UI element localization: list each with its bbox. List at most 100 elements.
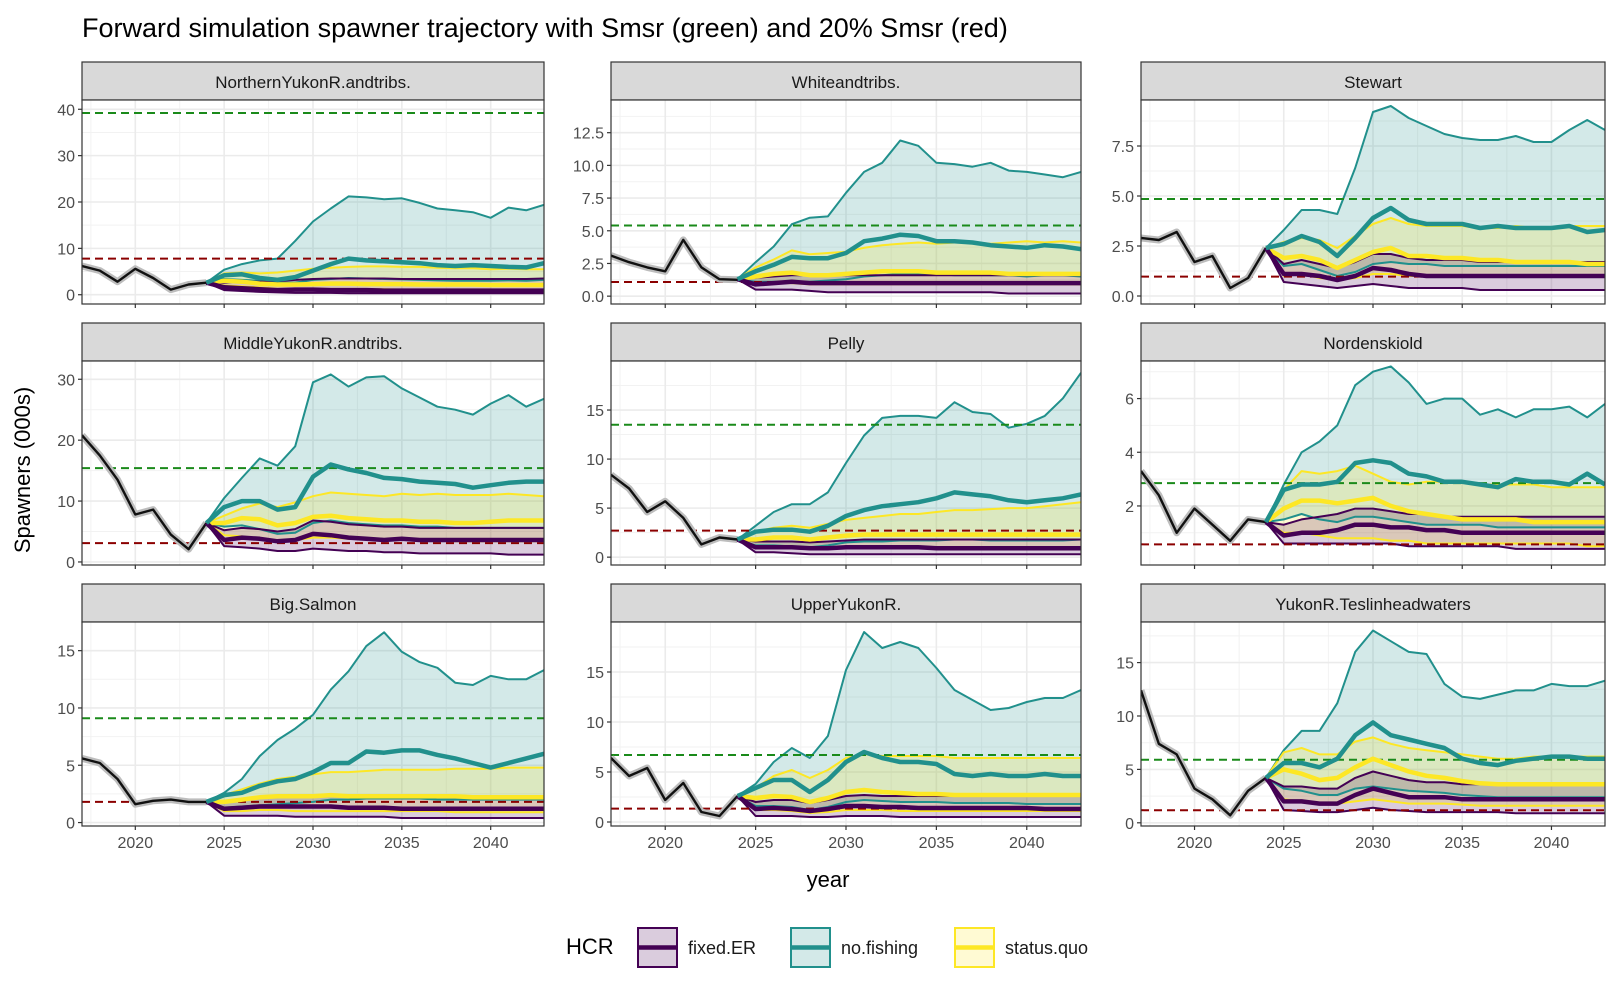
y-tick-label: 15: [586, 403, 604, 420]
bound-lower-fixed.ER: [1265, 247, 1605, 291]
y-tick-label: 0.0: [582, 289, 604, 306]
bound-lower-fixed.ER: [736, 538, 1081, 556]
x-axis-label: year: [807, 867, 850, 892]
y-tick-label: 10: [586, 715, 604, 732]
ribbon-no.fishing: [737, 372, 1081, 548]
median-fixed.ER: [1264, 776, 1605, 806]
median-status.quo: [206, 513, 544, 528]
median-status.quo: [206, 278, 544, 288]
y-tick-label: 2.5: [1112, 239, 1134, 256]
observed-line: [611, 757, 739, 818]
ribbon-status.quo: [1265, 737, 1605, 806]
ribbon-no.fishing: [1265, 106, 1605, 276]
x-tick-label: 2025: [206, 835, 242, 852]
facet-label: UpperYukonR.: [791, 595, 902, 614]
y-tick-label: 10: [586, 452, 604, 469]
bound-upper-status.quo: [736, 240, 1081, 281]
x-tick-label: 2035: [919, 835, 955, 852]
legend-entry-status.quo: status.quo: [954, 927, 1088, 968]
bound-upper-no.fishing: [205, 631, 544, 803]
y-tick-label: 0: [66, 816, 75, 833]
y-tick-label: 0.0: [1112, 289, 1134, 306]
observed-line: [82, 757, 207, 806]
median-fixed.ER: [736, 794, 1081, 814]
panel-data: [611, 631, 1081, 820]
median-fixed.ER: [205, 799, 544, 812]
observed-line: [611, 473, 738, 546]
y-tick-label: 0: [66, 288, 75, 305]
y-tick-label: 15: [57, 644, 75, 661]
bound-upper-status.quo: [1265, 464, 1605, 523]
facet-strip: [610, 583, 1082, 623]
y-tick-label: 30: [57, 372, 75, 389]
y-axis-label: Spawners (000s): [10, 387, 35, 553]
facet-label: MiddleYukonR.andtribs.: [223, 334, 403, 353]
bound-upper-fixed.ER: [206, 519, 544, 533]
x-tick-label: 2040: [473, 835, 509, 852]
legend: HCR fixed.ER no.fishing status.quo: [566, 927, 1088, 968]
y-tick-label: 10: [57, 241, 75, 258]
legend-label: status.quo: [1005, 938, 1088, 958]
bound-upper-no.fishing: [1264, 365, 1605, 523]
bound-upper-fixed.ER: [737, 538, 1081, 544]
panel-data: [1141, 365, 1605, 550]
median-status.quo: [1264, 245, 1605, 271]
panel-YukonR.Teslinheadwaters: YukonR.Teslinheadwaters 0 5 10 15 2020 2025 203…: [1116, 583, 1606, 852]
y-tick-label: 15: [1116, 656, 1134, 673]
median-no.fishing: [205, 256, 544, 285]
median-status.quo: [737, 269, 1081, 282]
y-tick-label: 10.0: [573, 158, 604, 175]
facet-label: Big.Salmon: [270, 595, 357, 614]
bound-upper-no.fishing: [736, 139, 1081, 280]
facet-label: NorthernYukonR.andtribs.: [215, 73, 411, 92]
bound-upper-no.fishing: [736, 372, 1081, 541]
facet-label: Whiteandtribs.: [792, 73, 901, 92]
median-status.quo: [1264, 495, 1605, 525]
panel-Big.Salmon: Big.Salmon 0 5 10 15 2020 2025 2030 2035 2040: [57, 583, 545, 852]
bound-upper-no.fishing: [1265, 105, 1605, 249]
bound-lower-no.fishing: [1265, 513, 1605, 529]
panel-NorthernYukonR.andtribs.: NorthernYukonR.andtribs. 0 10 20 30 40: [57, 61, 545, 308]
bound-lower-fixed.ER: [1265, 521, 1605, 550]
y-tick-label: 20: [57, 433, 75, 450]
y-tick-label: 20: [57, 195, 75, 212]
x-tick-label: 2035: [1444, 835, 1480, 852]
bound-lower-fixed.ER: [206, 281, 544, 295]
median-no.fishing: [204, 462, 544, 525]
median-fixed.ER: [736, 537, 1081, 551]
x-tick-label: 2020: [118, 835, 154, 852]
facet-strip: [1140, 583, 1606, 623]
facet-strip: [1140, 61, 1606, 101]
facet-strip: [81, 583, 545, 623]
y-tick-label: 12.5: [573, 126, 604, 143]
ribbon-no.fishing: [1265, 366, 1605, 528]
panel-Nordenskiold: Nordenskiold 2 4 6: [1125, 322, 1606, 569]
chart-title: Forward simulation spawner trajectory wi…: [82, 13, 1008, 43]
median-fixed.ER: [204, 521, 544, 544]
x-tick-label: 2030: [828, 835, 864, 852]
bound-upper-status.quo: [737, 501, 1081, 541]
observed-line: [82, 434, 208, 551]
median-fixed.ER: [205, 280, 544, 293]
panel-Pelly: Pelly 0 5 10 15: [586, 322, 1082, 569]
legend-label: fixed.ER: [688, 938, 756, 958]
facet-strip: [610, 61, 1082, 101]
panel-data: [82, 373, 544, 556]
legend-label: no.fishing: [841, 938, 918, 958]
bound-lower-status.quo: [205, 801, 544, 814]
bound-upper-status.quo: [737, 753, 1081, 797]
bound-upper-no.fishing: [736, 631, 1081, 797]
facet-label: Nordenskiold: [1323, 334, 1422, 353]
facet-label: Pelly: [828, 334, 865, 353]
bound-upper-no.fishing: [205, 373, 544, 524]
median-fixed.ER: [1264, 246, 1605, 283]
panel-Whiteandtribs.: Whiteandtribs. 0.0 2.5 5.0 7.5 10.0 12.5: [573, 61, 1082, 308]
y-tick-label: 7.5: [582, 191, 604, 208]
facet-strip: [81, 61, 545, 101]
y-tick-label: 0: [595, 550, 604, 567]
facet-strip: [610, 322, 1082, 362]
bound-lower-fixed.ER: [205, 522, 544, 556]
observed-line: [82, 264, 207, 291]
y-tick-label: 0: [1125, 816, 1134, 833]
